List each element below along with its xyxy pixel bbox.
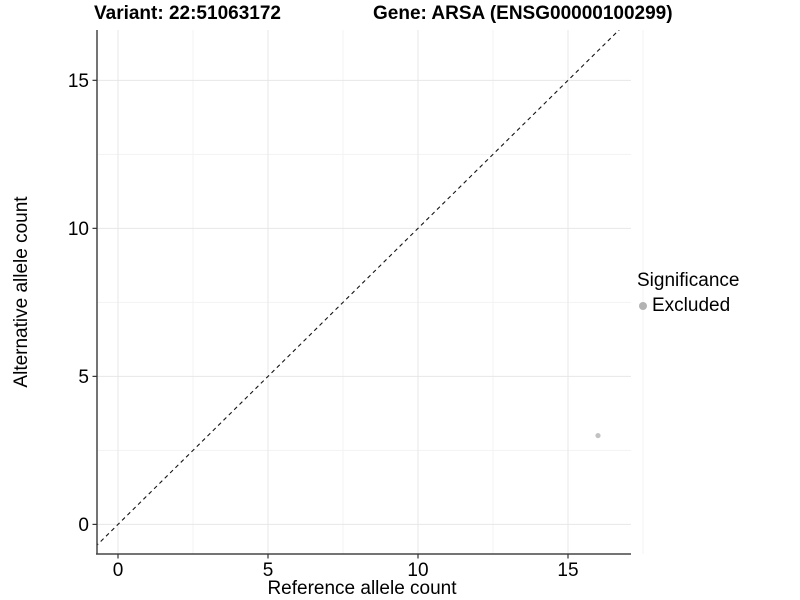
y-tick-label: 5: [78, 367, 89, 388]
y-tick-label: 0: [78, 515, 89, 536]
legend-point-icon: [639, 302, 647, 310]
identity-line-group: [97, 30, 620, 546]
x-tick-label: 15: [557, 560, 578, 581]
x-tick-label: 0: [113, 560, 124, 581]
y-tick-label: 10: [68, 219, 89, 240]
y-tick-label: 15: [68, 71, 89, 92]
x-tick-label: 5: [263, 560, 274, 581]
plot-panel: [97, 30, 631, 554]
y-axis-label: Alternative allele count: [11, 196, 32, 388]
x-axis-label: Reference allele count: [267, 578, 457, 599]
identity-dashed-line: [97, 30, 620, 546]
plot-title-variant: Variant: 22:51063172: [94, 3, 281, 24]
axis-lines: [96, 30, 631, 555]
axis-tick-labels: 0 5 10 15 0 5 10 15: [68, 71, 579, 581]
major-gridlines: [97, 30, 631, 554]
x-tick-label: 10: [407, 560, 428, 581]
minor-gridlines: [97, 30, 644, 554]
legend-entry-label: Excluded: [652, 295, 731, 316]
legend: Significance Excluded: [637, 270, 739, 317]
legend-title: Significance: [637, 270, 740, 291]
legend-entry-excluded: Excluded: [637, 295, 739, 317]
data-point: [595, 432, 601, 439]
plot-title-gene: Gene: ARSA (ENSG00000100299): [373, 3, 673, 24]
axis-ticks: [92, 79, 569, 559]
data-points: [595, 432, 601, 439]
